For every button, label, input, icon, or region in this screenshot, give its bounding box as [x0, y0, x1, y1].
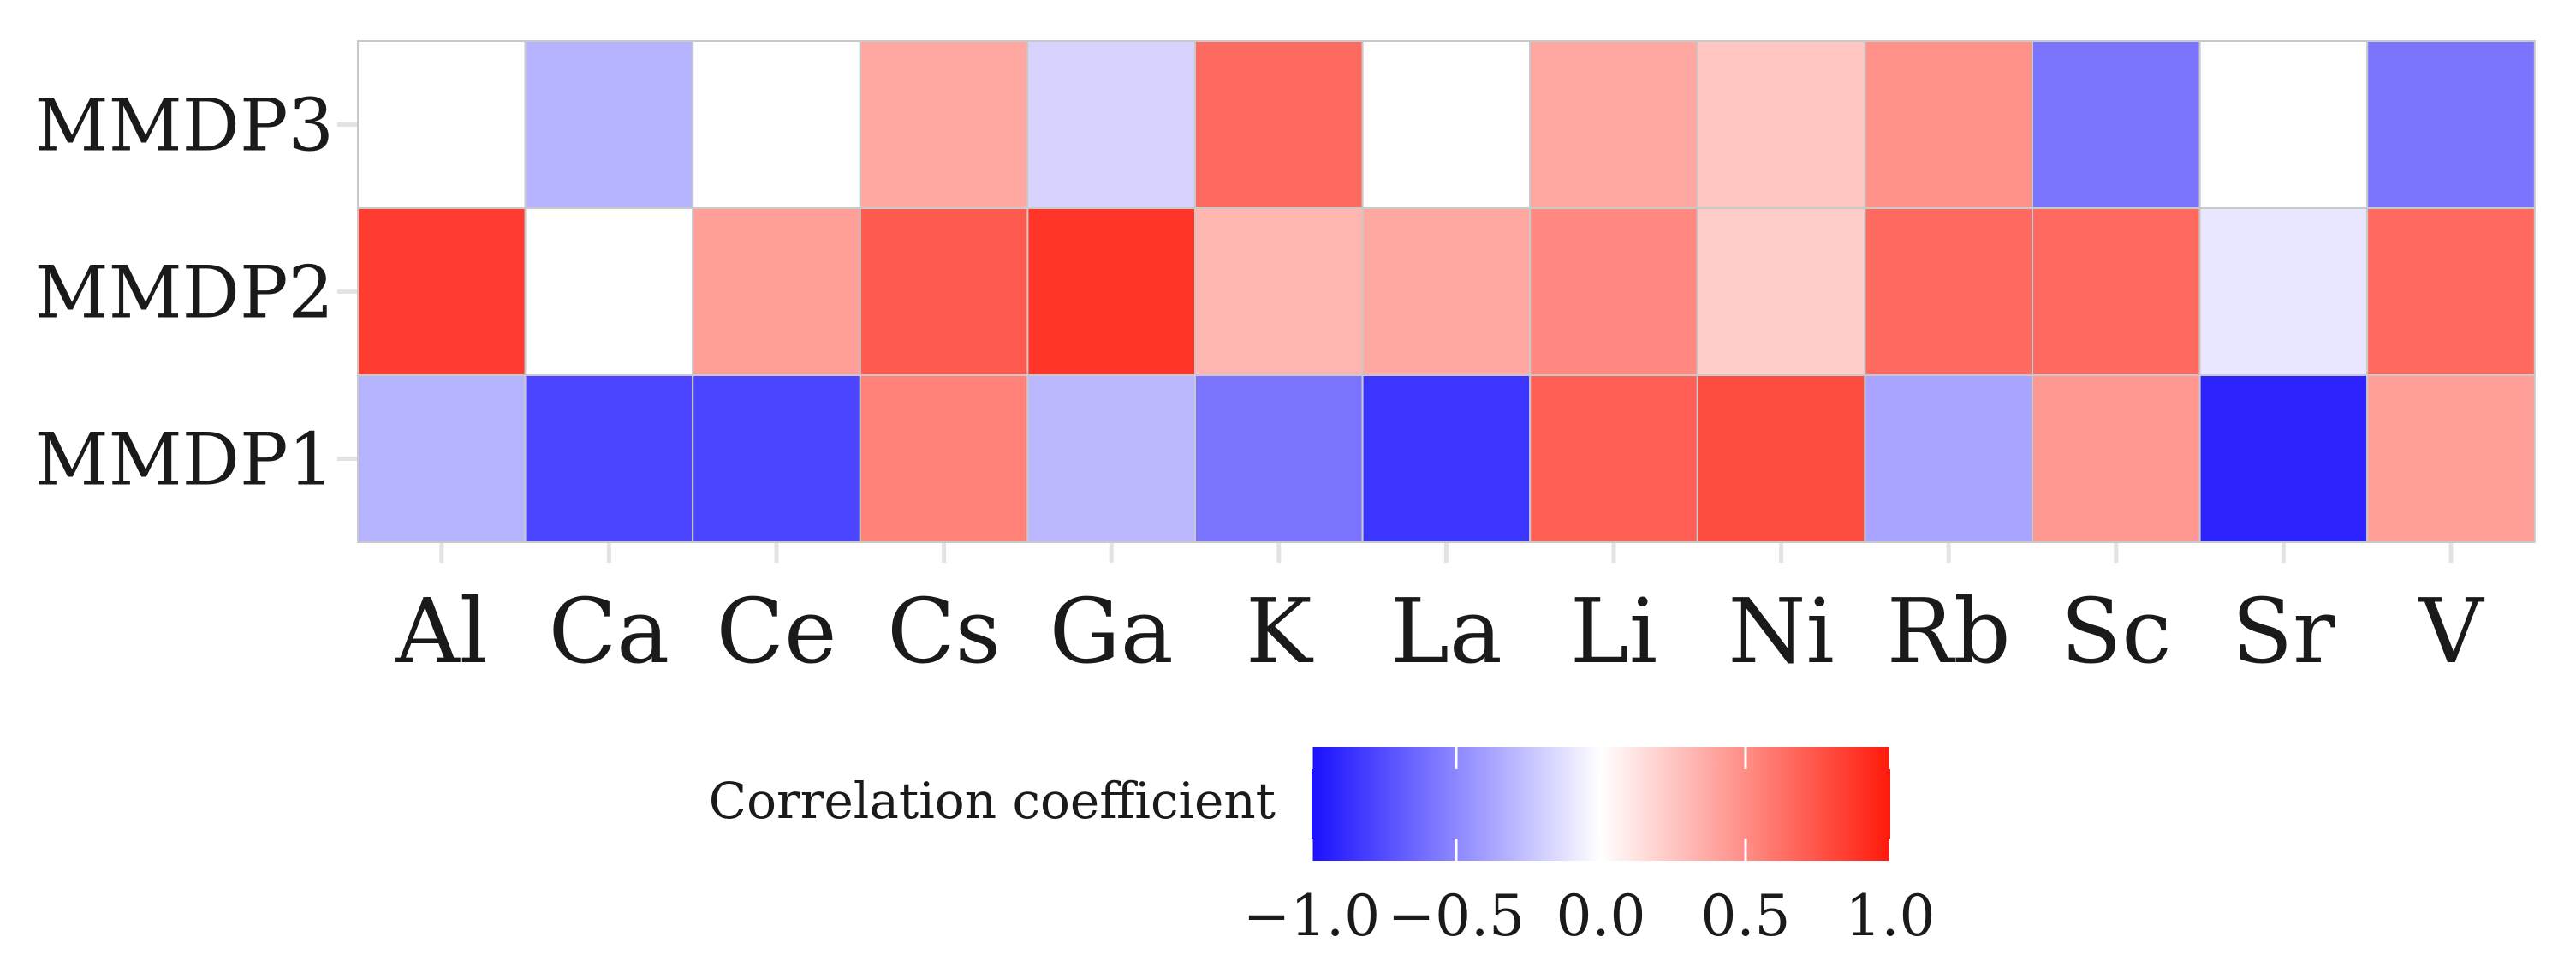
heatmap-cells	[357, 40, 2536, 543]
heatmap-cell-mmdp2-al	[357, 207, 527, 376]
x-tick-label-al: Al	[395, 579, 488, 683]
heatmap-cell-mmdp3-cs	[859, 40, 1029, 209]
heatmap-cell-mmdp2-ca	[524, 207, 694, 376]
y-tick-label-mmdp1: MMDP1	[35, 418, 334, 502]
heatmap-cell-mmdp1-cs	[859, 374, 1029, 543]
heatmap-cell-mmdp2-sc	[2032, 207, 2201, 376]
heatmap-cell-mmdp1-rb	[1864, 374, 2033, 543]
x-tick-label-la: La	[1390, 579, 1502, 683]
heatmap-cell-mmdp3-sr	[2198, 40, 2369, 209]
x-tick-label-ni: Ni	[1728, 579, 1834, 683]
heatmap-cell-mmdp1-sc	[2032, 374, 2201, 543]
legend-title: Correlation coefficient	[709, 772, 1276, 830]
heatmap-cell-mmdp1-ga	[1026, 374, 1197, 543]
heatmap-cell-mmdp3-ni	[1696, 40, 1866, 209]
legend-tick-label-0: −1.0	[1243, 883, 1380, 949]
y-axis-labels: MMDP3 MMDP2 MMDP1	[35, 84, 334, 502]
heatmap-cell-mmdp2-cs	[859, 207, 1029, 376]
x-tick-label-sr: Sr	[2232, 579, 2335, 683]
legend-tick-labels: −1.0 −0.5 0.0 0.5 1.0	[1243, 883, 1936, 949]
legend-tick-label-3: 0.5	[1701, 883, 1791, 949]
heatmap-cell-mmdp3-ga	[1026, 40, 1197, 209]
heatmap-cell-mmdp2-sr	[2198, 207, 2369, 376]
x-tick-label-rb: Rb	[1887, 579, 2011, 683]
legend-tick-label-4: 1.0	[1846, 883, 1936, 949]
heatmap-cell-mmdp3-la	[1361, 40, 1532, 209]
x-tick-label-cs: Cs	[887, 579, 1001, 683]
x-tick-label-k: K	[1246, 579, 1314, 683]
legend-ticks	[1310, 747, 1892, 861]
heatmap-cell-mmdp1-la	[1361, 374, 1532, 543]
x-axis-labels: Al Ca Ce Cs Ga K La Li Ni Rb Sc Sr V	[395, 579, 2485, 683]
legend: Correlation coefficient −1.0 −0.5 0.0 0.5 1.…	[709, 747, 1936, 949]
heatmap-cell-mmdp2-ni	[1696, 207, 1866, 376]
heatmap-cell-mmdp3-ce	[692, 40, 861, 209]
heatmap-cell-mmdp2-ce	[692, 207, 861, 376]
heatmap-cell-mmdp1-ca	[524, 374, 694, 543]
heatmap-cell-mmdp2-v	[2366, 207, 2536, 376]
heatmap-cell-mmdp1-ni	[1696, 374, 1866, 543]
heatmap-cell-mmdp2-rb	[1864, 207, 2033, 376]
heatmap-cell-mmdp2-ga	[1026, 207, 1197, 376]
legend-tick-label-1: −0.5	[1388, 883, 1525, 949]
heatmap-cell-mmdp3-sc	[2032, 40, 2201, 209]
heatmap-cell-mmdp3-k	[1194, 40, 1364, 209]
x-tick-label-ca: Ca	[549, 579, 670, 683]
heatmap-cell-mmdp2-k	[1194, 207, 1364, 376]
y-tick-label-mmdp3: MMDP3	[35, 84, 334, 168]
x-tick-label-ga: Ga	[1050, 579, 1174, 683]
heatmap-cell-mmdp1-v	[2366, 374, 2536, 543]
heatmap-cell-mmdp1-li	[1529, 374, 1698, 543]
legend-tick-label-2: 0.0	[1556, 883, 1646, 949]
heatmap-cell-mmdp3-li	[1529, 40, 1698, 209]
heatmap-cell-mmdp1-sr	[2198, 374, 2369, 543]
y-tick-label-mmdp2: MMDP2	[35, 251, 334, 335]
heatmap-cell-mmdp2-li	[1529, 207, 1698, 376]
heatmap-cell-mmdp3-v	[2366, 40, 2536, 209]
heatmap-cell-mmdp1-k	[1194, 374, 1364, 543]
heatmap-cell-mmdp3-ca	[524, 40, 694, 209]
x-tick-label-ce: Ce	[716, 579, 836, 683]
x-tick-label-li: Li	[1570, 579, 1657, 683]
heatmap-cell-mmdp1-ce	[692, 374, 861, 543]
heatmap-cell-mmdp1-al	[357, 374, 527, 543]
heatmap-cell-mmdp3-al	[357, 40, 527, 209]
x-tick-label-sc: Sc	[2061, 579, 2172, 683]
x-tick-label-v: V	[2417, 579, 2484, 683]
heatmap-cell-mmdp2-la	[1361, 207, 1532, 376]
heatmap-cell-mmdp3-rb	[1864, 40, 2033, 209]
